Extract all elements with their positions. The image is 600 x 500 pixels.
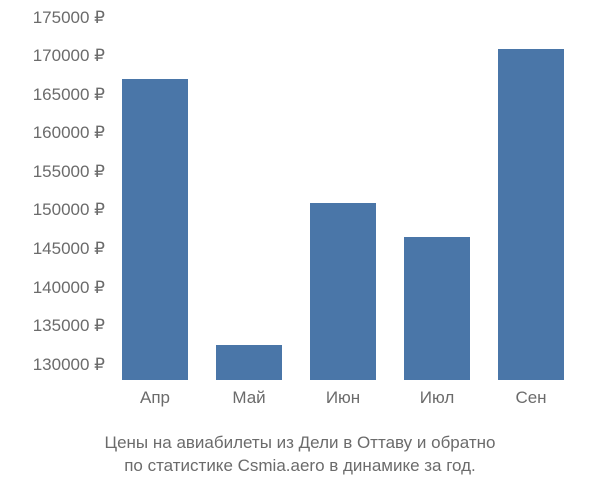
y-tick-label: 175000 ₽	[33, 8, 105, 28]
y-tick-label: 140000 ₽	[33, 278, 105, 298]
bar	[404, 237, 470, 380]
x-tick-label: Июн	[326, 388, 360, 408]
y-tick-label: 150000 ₽	[33, 200, 105, 220]
y-tick-label: 145000 ₽	[33, 239, 105, 259]
y-tick-label: 160000 ₽	[33, 123, 105, 143]
bar	[122, 79, 188, 380]
plot-area	[108, 10, 578, 380]
x-tick-label: Май	[232, 388, 265, 408]
caption-line: Цены на авиабилеты из Дели в Оттаву и об…	[0, 432, 600, 455]
x-tick-label: Апр	[140, 388, 170, 408]
y-tick-label: 165000 ₽	[33, 85, 105, 105]
y-tick-label: 130000 ₽	[33, 355, 105, 375]
bar	[216, 345, 282, 380]
y-tick-label: 155000 ₽	[33, 162, 105, 182]
bar	[310, 203, 376, 380]
x-tick-label: Сен	[515, 388, 546, 408]
price-dynamics-chart: 130000 ₽ 135000 ₽ 140000 ₽ 145000 ₽ 150000 ₽…	[0, 0, 600, 500]
y-axis: 130000 ₽ 135000 ₽ 140000 ₽ 145000 ₽ 150000 ₽…	[0, 10, 105, 380]
x-axis: Апр Май Июн Июл Сен	[108, 388, 578, 418]
bar	[498, 49, 564, 380]
caption-line: по статистике Csmia.aero в динамике за г…	[0, 455, 600, 478]
x-tick-label: Июл	[420, 388, 455, 408]
y-tick-label: 170000 ₽	[33, 46, 105, 66]
y-tick-label: 135000 ₽	[33, 316, 105, 336]
chart-caption: Цены на авиабилеты из Дели в Оттаву и об…	[0, 432, 600, 478]
